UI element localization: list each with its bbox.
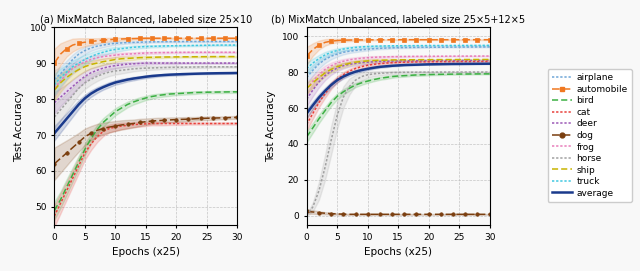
X-axis label: Epochs (x25): Epochs (x25) bbox=[364, 247, 432, 257]
X-axis label: Epochs (x25): Epochs (x25) bbox=[112, 247, 180, 257]
Title: (a) MixMatch Balanced, labeled size 25×10: (a) MixMatch Balanced, labeled size 25×1… bbox=[40, 15, 252, 25]
Title: (b) MixMatch Unbalanced, labeled size 25×5+12×5: (b) MixMatch Unbalanced, labeled size 25… bbox=[271, 15, 525, 25]
Y-axis label: Test Accuracy: Test Accuracy bbox=[14, 90, 24, 162]
Y-axis label: Test Accuracy: Test Accuracy bbox=[266, 90, 276, 162]
Legend: airplane, automobile, bird, cat, deer, dog, frog, horse, ship, truck, average: airplane, automobile, bird, cat, deer, d… bbox=[548, 69, 632, 202]
